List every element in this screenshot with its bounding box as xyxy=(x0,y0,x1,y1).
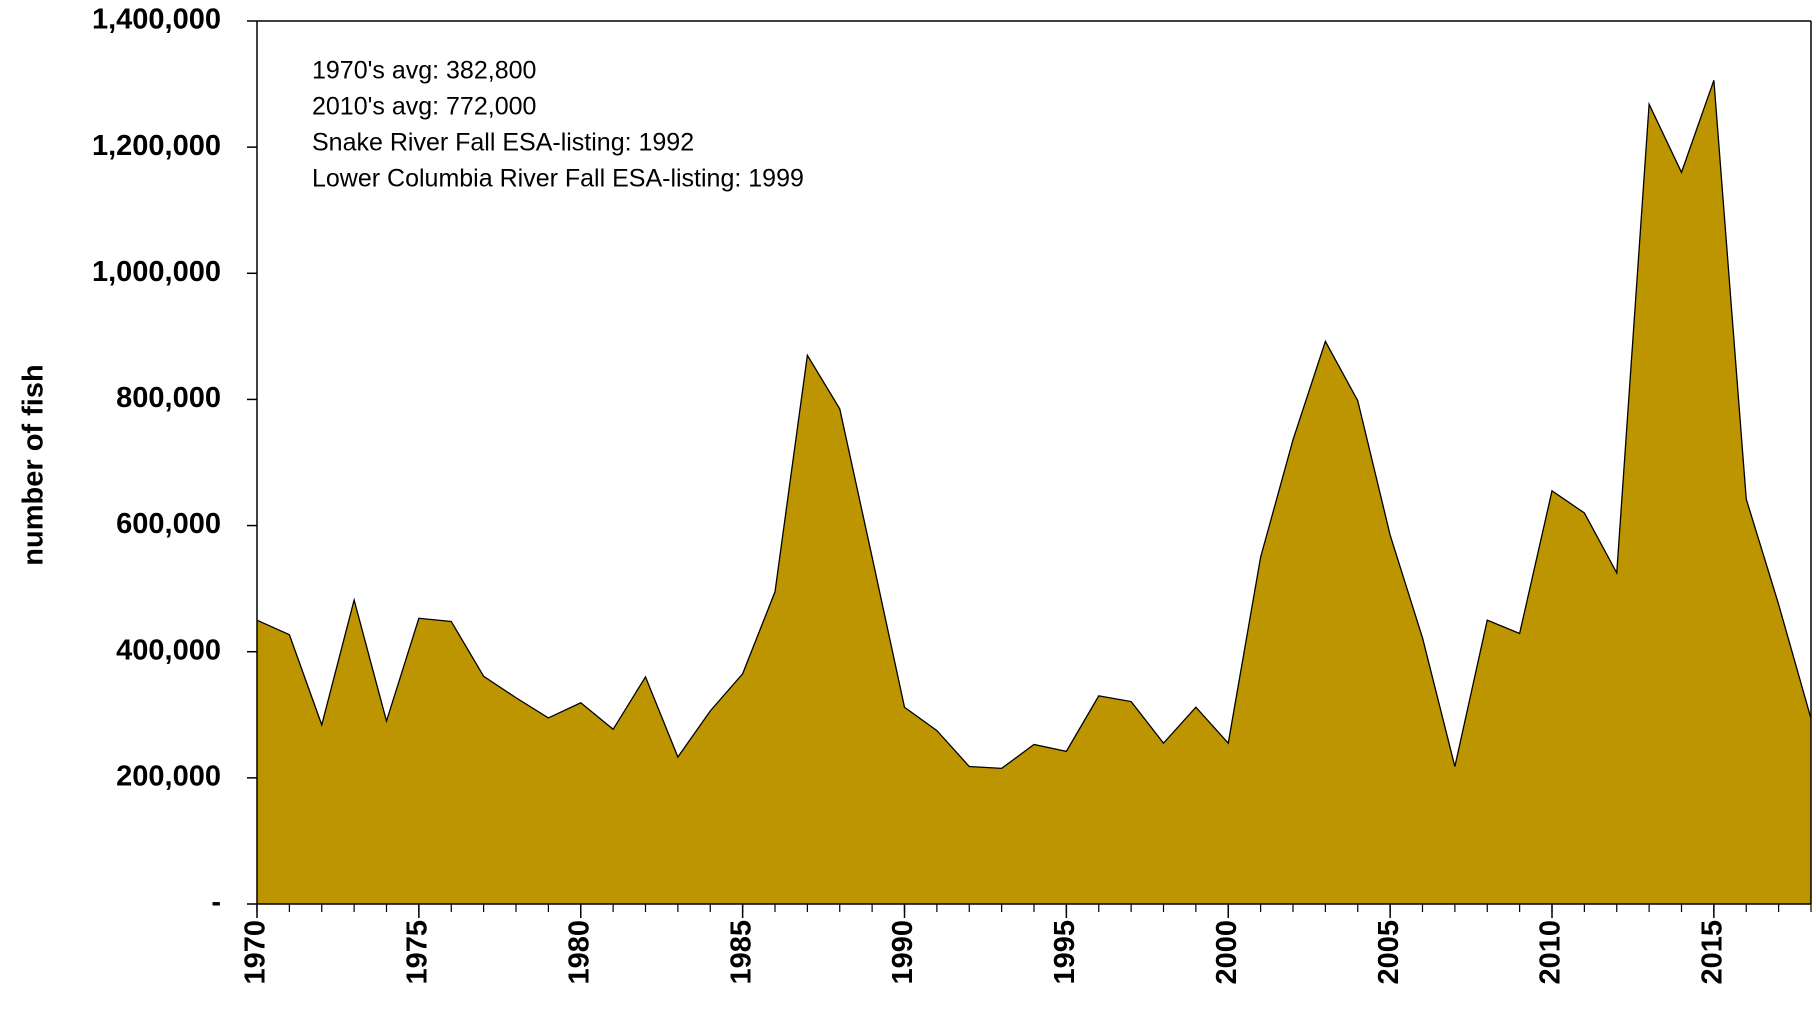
area xyxy=(257,80,1811,905)
x-tick-label: 2000 xyxy=(1211,920,1243,985)
area-outline xyxy=(256,80,1812,770)
x-tick-label: 1990 xyxy=(887,920,919,985)
y-tick-label: 1,200,000 xyxy=(92,130,221,162)
annotation: Lower Columbia River Fall ESA-listing: 1… xyxy=(312,165,804,193)
x-tick-label: 1970 xyxy=(240,920,272,985)
y-axis-label: number of fish xyxy=(18,364,50,565)
x-tick-label: 1975 xyxy=(402,920,434,985)
y-tick-label: 400,000 xyxy=(116,634,221,666)
x-tick-label: 1985 xyxy=(725,920,757,985)
annotation: 1970's avg: 382,800 xyxy=(312,57,536,85)
y-tick-label: 1,400,000 xyxy=(92,4,221,36)
x-tick-label: 2015 xyxy=(1697,920,1729,985)
x-tick-label: 1980 xyxy=(563,920,595,985)
y-tick-label: 200,000 xyxy=(116,761,221,793)
y-tick-label: 1,000,000 xyxy=(92,256,221,288)
y-tick-label: - xyxy=(211,887,221,919)
y-tick-label: 800,000 xyxy=(116,382,221,414)
x-tick-label: 2005 xyxy=(1373,920,1405,985)
x-tick-label: 1995 xyxy=(1049,920,1081,985)
annotation: Snake River Fall ESA-listing: 1992 xyxy=(312,129,694,157)
annotation: 2010's avg: 772,000 xyxy=(312,93,536,121)
y-tick-label: 600,000 xyxy=(116,508,221,540)
x-tick-label: 2010 xyxy=(1535,920,1567,985)
